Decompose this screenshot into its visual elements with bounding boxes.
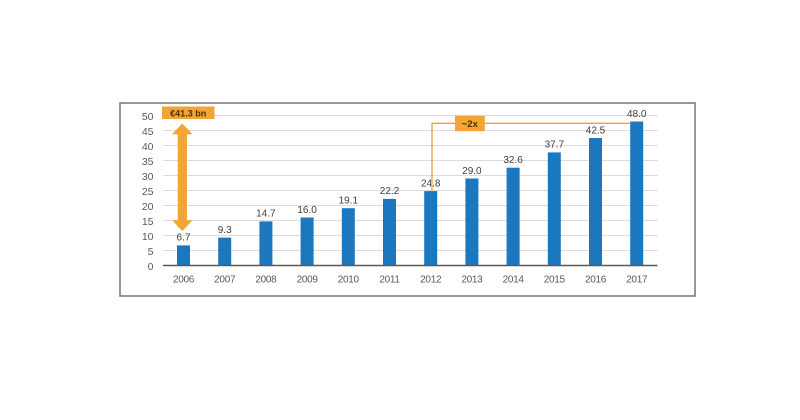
svg-text:2013: 2013 <box>461 275 483 286</box>
svg-text:19.1: 19.1 <box>339 196 359 207</box>
svg-text:15: 15 <box>142 216 154 228</box>
svg-text:2016: 2016 <box>585 275 607 286</box>
svg-text:50: 50 <box>142 111 154 123</box>
svg-text:35: 35 <box>142 156 154 168</box>
svg-text:29.0: 29.0 <box>462 166 482 177</box>
svg-text:0: 0 <box>148 261 154 273</box>
svg-text:2017: 2017 <box>626 275 648 286</box>
svg-text:42.5: 42.5 <box>586 125 606 136</box>
svg-text:9.3: 9.3 <box>218 225 232 236</box>
svg-text:30: 30 <box>142 171 154 183</box>
svg-text:32.6: 32.6 <box>503 155 523 166</box>
svg-text:10: 10 <box>142 231 154 243</box>
svg-text:2011: 2011 <box>379 275 400 286</box>
svg-text:14.7: 14.7 <box>256 209 276 220</box>
svg-text:~2x: ~2x <box>462 119 479 130</box>
svg-text:45: 45 <box>142 126 154 138</box>
svg-text:24.8: 24.8 <box>421 178 441 189</box>
svg-text:22.2: 22.2 <box>380 186 400 197</box>
svg-text:2010: 2010 <box>338 275 360 286</box>
svg-text:2006: 2006 <box>173 275 195 286</box>
svg-text:2012: 2012 <box>420 275 442 286</box>
svg-text:48.0: 48.0 <box>627 109 647 120</box>
svg-text:5: 5 <box>148 246 154 258</box>
svg-text:20: 20 <box>142 201 154 213</box>
svg-text:16.0: 16.0 <box>297 205 317 216</box>
svg-text:6.7: 6.7 <box>177 233 191 244</box>
svg-text:€41.3 bn: €41.3 bn <box>170 108 206 118</box>
svg-text:2015: 2015 <box>544 275 566 286</box>
svg-text:2014: 2014 <box>503 275 525 286</box>
svg-text:2007: 2007 <box>214 275 236 286</box>
svg-text:40: 40 <box>142 141 154 153</box>
svg-text:2008: 2008 <box>255 275 277 286</box>
svg-text:25: 25 <box>142 186 154 198</box>
svg-text:2009: 2009 <box>297 275 319 286</box>
svg-text:37.7: 37.7 <box>545 140 565 151</box>
